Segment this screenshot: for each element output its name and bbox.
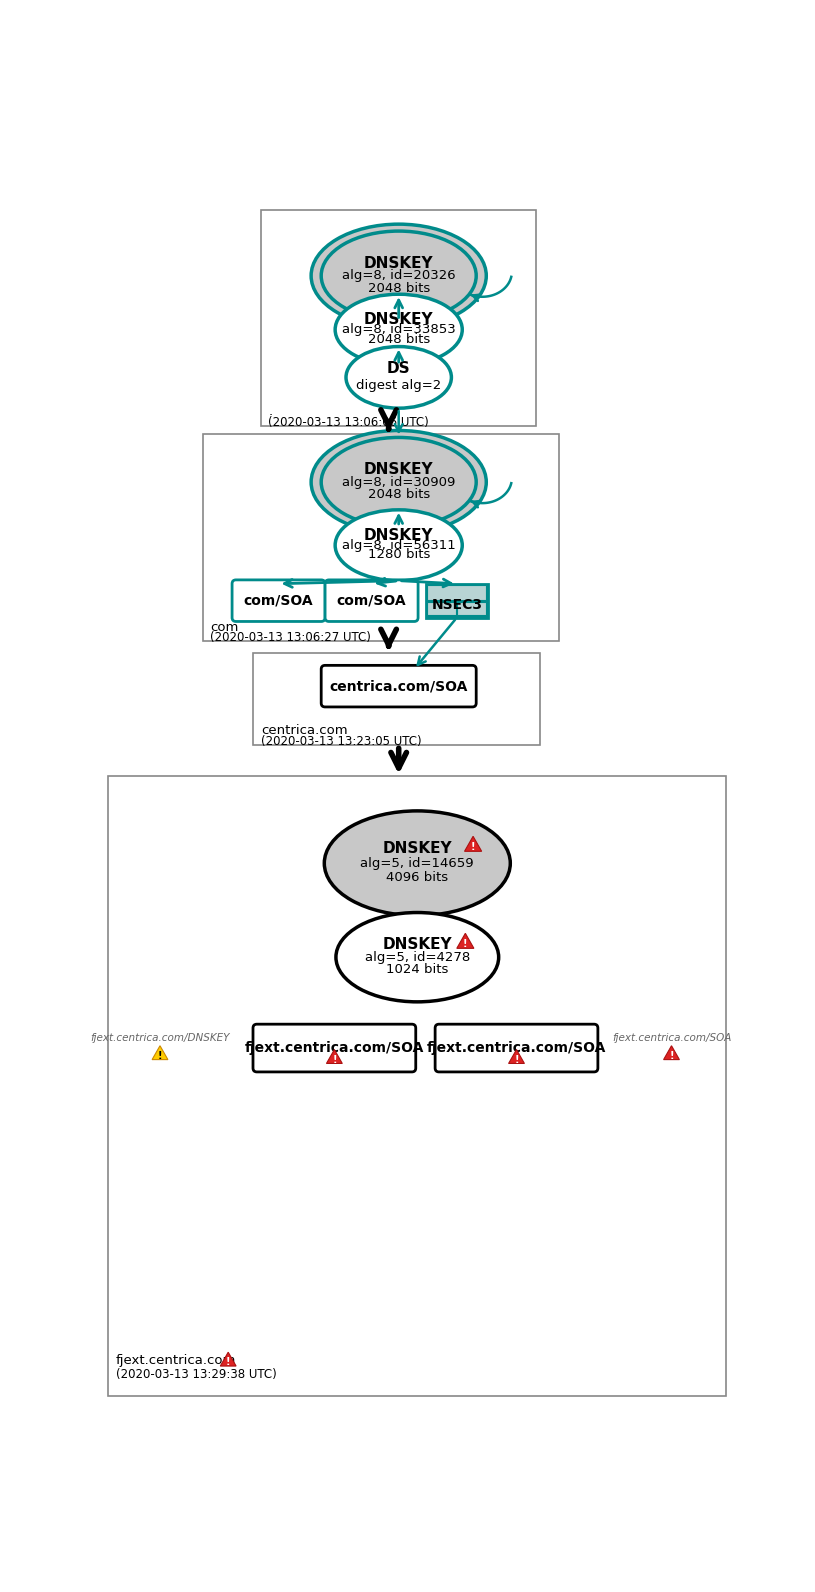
Text: alg=8, id=33853: alg=8, id=33853 (341, 323, 456, 336)
Text: alg=5, id=14659: alg=5, id=14659 (360, 856, 474, 869)
Text: !: ! (463, 939, 468, 949)
Text: !: ! (158, 1051, 162, 1060)
Text: 2048 bits: 2048 bits (368, 282, 430, 295)
Bar (253, 653, 540, 745)
Text: DNSKEY: DNSKEY (382, 841, 452, 856)
Polygon shape (152, 1046, 168, 1060)
Text: com/SOA: com/SOA (337, 594, 407, 608)
Text: alg=8, id=20326: alg=8, id=20326 (341, 269, 456, 282)
FancyBboxPatch shape (253, 1024, 416, 1071)
Text: 4096 bits: 4096 bits (386, 871, 448, 884)
Text: fjext.centrica.com/SOA: fjext.centrica.com/SOA (244, 1041, 424, 1055)
Ellipse shape (336, 912, 499, 1001)
Polygon shape (509, 1049, 524, 1063)
Bar (427, 602, 456, 615)
Text: DNSKEY: DNSKEY (363, 462, 434, 478)
FancyBboxPatch shape (232, 579, 325, 621)
Ellipse shape (335, 509, 462, 581)
Text: 1280 bits: 1280 bits (368, 549, 430, 562)
Ellipse shape (346, 347, 452, 408)
Text: !: ! (669, 1051, 674, 1060)
Text: alg=8, id=30909: alg=8, id=30909 (342, 476, 456, 489)
Text: DNSKEY: DNSKEY (382, 938, 452, 952)
Text: DNSKEY: DNSKEY (363, 529, 434, 543)
Ellipse shape (324, 810, 510, 915)
Text: (2020-03-13 13:06:06 UTC): (2020-03-13 13:06:06 UTC) (268, 416, 430, 428)
Bar (427, 586, 487, 600)
Text: (2020-03-13 13:06:27 UTC): (2020-03-13 13:06:27 UTC) (210, 632, 372, 645)
FancyBboxPatch shape (321, 665, 476, 707)
Text: fjext.centrica.com/SOA: fjext.centrica.com/SOA (427, 1041, 606, 1055)
Text: fjext.centrica.com: fjext.centrica.com (116, 1353, 236, 1368)
Ellipse shape (311, 224, 487, 328)
Text: (2020-03-13 13:23:05 UTC): (2020-03-13 13:23:05 UTC) (261, 734, 421, 748)
Polygon shape (327, 1049, 342, 1063)
Text: !: ! (226, 1358, 231, 1368)
Polygon shape (465, 836, 482, 852)
Ellipse shape (321, 438, 476, 527)
Text: 2048 bits: 2048 bits (368, 333, 430, 345)
Bar (425, 584, 488, 618)
Text: 2048 bits: 2048 bits (368, 487, 430, 501)
FancyBboxPatch shape (325, 579, 418, 621)
Text: .: . (268, 404, 273, 419)
Text: alg=5, id=4278: alg=5, id=4278 (364, 950, 470, 963)
Bar (457, 602, 486, 615)
Text: centrica.com/SOA: centrica.com/SOA (329, 680, 468, 693)
Text: !: ! (514, 1055, 519, 1065)
Text: !: ! (471, 842, 475, 852)
Text: DS: DS (387, 361, 411, 376)
Polygon shape (663, 1046, 680, 1060)
Text: (2020-03-13 13:29:38 UTC): (2020-03-13 13:29:38 UTC) (116, 1368, 276, 1380)
Text: fjext.centrica.com/DNSKEY: fjext.centrica.com/DNSKEY (90, 1033, 230, 1043)
Text: NSEC3: NSEC3 (431, 597, 482, 611)
Text: DNSKEY: DNSKEY (363, 312, 434, 328)
Text: alg=8, id=56311: alg=8, id=56311 (341, 538, 456, 552)
Bar (261, 210, 536, 427)
Ellipse shape (335, 295, 462, 365)
Ellipse shape (311, 430, 487, 533)
Text: DNSKEY: DNSKEY (363, 256, 434, 271)
Text: com: com (210, 621, 239, 634)
Polygon shape (456, 933, 474, 949)
Bar (203, 433, 559, 642)
Text: !: ! (333, 1055, 337, 1065)
FancyBboxPatch shape (435, 1024, 598, 1071)
Text: fjext.centrica.com/SOA: fjext.centrica.com/SOA (612, 1033, 731, 1043)
Ellipse shape (321, 231, 476, 320)
Text: com/SOA: com/SOA (244, 594, 314, 608)
Bar (108, 777, 725, 1396)
Text: 1024 bits: 1024 bits (386, 963, 448, 976)
Polygon shape (220, 1352, 236, 1366)
Text: centrica.com: centrica.com (261, 724, 347, 737)
Text: digest alg=2: digest alg=2 (356, 379, 442, 392)
